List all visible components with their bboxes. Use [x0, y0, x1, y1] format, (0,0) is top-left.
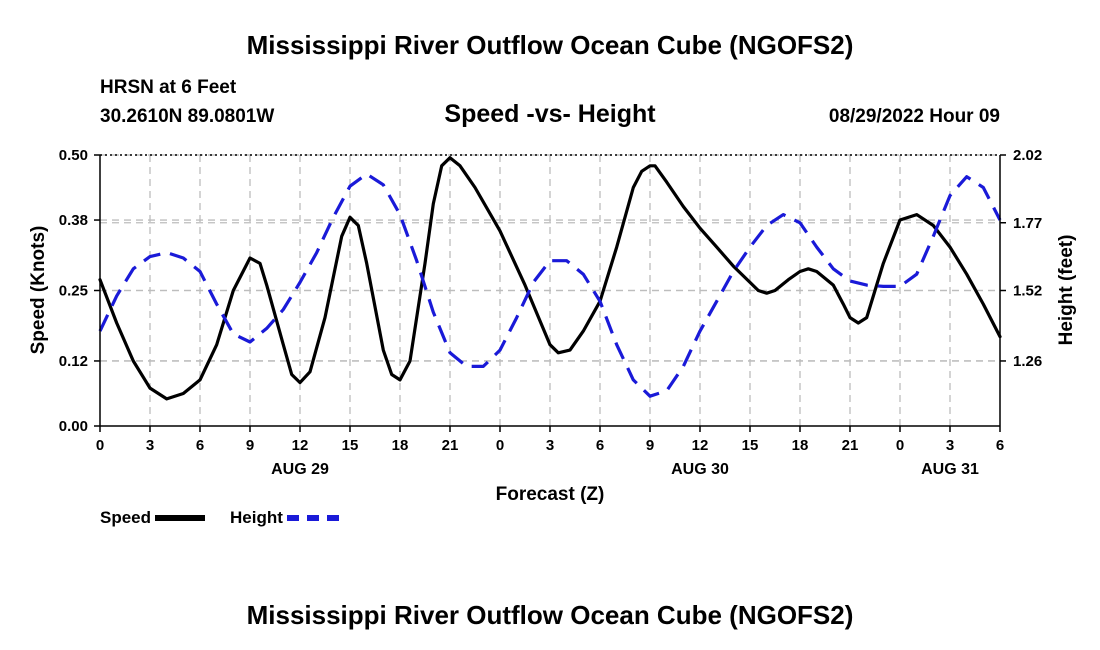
date-label: AUG 29 — [271, 461, 329, 478]
x-tick-label: 21 — [842, 437, 859, 454]
y-axis-label: Speed (Knots) — [28, 226, 49, 355]
y-tick-label: 0.50 — [59, 147, 88, 164]
x-tick-label: 0 — [96, 437, 104, 454]
y2-tick-label: 1.52 — [1013, 283, 1042, 300]
axis-labels: Forecast (Z) Speed (Knots) Height (feet) — [28, 226, 1077, 505]
x-tick-label: 6 — [196, 437, 204, 454]
x-tick-label: 0 — [896, 437, 904, 454]
y2-tick-label: 1.26 — [1013, 353, 1042, 370]
series-layer — [98, 156, 1002, 401]
date-label: AUG 31 — [921, 461, 979, 478]
x-tick-label: 9 — [246, 437, 254, 454]
x-tick-label: 6 — [996, 437, 1004, 454]
x-tick-label: 15 — [342, 437, 359, 454]
y2-tick-label: 1.77 — [1013, 215, 1042, 232]
forecast-datetime: 08/29/2022 Hour 09 — [828, 106, 1000, 127]
date-label: AUG 30 — [671, 461, 729, 478]
y2-tick-label: 2.02 — [1013, 147, 1042, 164]
y-tick-label: 0.00 — [59, 418, 88, 435]
series-line-height — [98, 172, 1002, 398]
x-tick-label: 6 — [596, 437, 604, 454]
x-tick-label: 0 — [496, 437, 504, 454]
chart-subtitle: Speed -vs- Height — [444, 100, 656, 128]
y2-axis-label: Height (feet) — [1056, 235, 1077, 346]
x-tick-label: 9 — [646, 437, 654, 454]
x-axis-label: Forecast (Z) — [496, 484, 605, 505]
x-tick-label: 15 — [742, 437, 759, 454]
x-tick-label: 3 — [146, 437, 154, 454]
x-tick-label: 18 — [792, 437, 809, 454]
x-tick-label: 3 — [546, 437, 554, 454]
legend-height-label: Height — [230, 508, 283, 527]
y-tick-label: 0.38 — [59, 212, 88, 229]
legend-speed-swatch — [155, 515, 206, 521]
y-tick-label: 0.12 — [59, 353, 88, 370]
legend-speed-label: Speed — [100, 508, 152, 527]
station-coords: 30.2610N 89.0801W — [100, 106, 275, 127]
y-tick-label: 0.25 — [59, 283, 88, 300]
station-label: HRSN at 6 Feet — [100, 77, 237, 98]
page-title: Mississippi River Outflow Ocean Cube (NG… — [246, 30, 854, 60]
x-tick-label: 12 — [292, 437, 309, 454]
legend-height-swatch — [286, 515, 339, 521]
axes: 0 3 6 9 12 15 18 21 0 3 6 9 12 15 18 21 0 3 6 AUG 29 AUG 30 A… — [59, 147, 1042, 478]
x-tick-label: 21 — [442, 437, 459, 454]
legend-height: Height — [230, 508, 339, 528]
x-tick-label: 3 — [946, 437, 954, 454]
legend-speed: Speed — [100, 508, 206, 528]
x-tick-label: 12 — [692, 437, 709, 454]
bottom-title: Mississippi River Outflow Ocean Cube (NG… — [246, 600, 854, 630]
series-line-speed — [98, 156, 1002, 401]
x-tick-label: 18 — [392, 437, 409, 454]
